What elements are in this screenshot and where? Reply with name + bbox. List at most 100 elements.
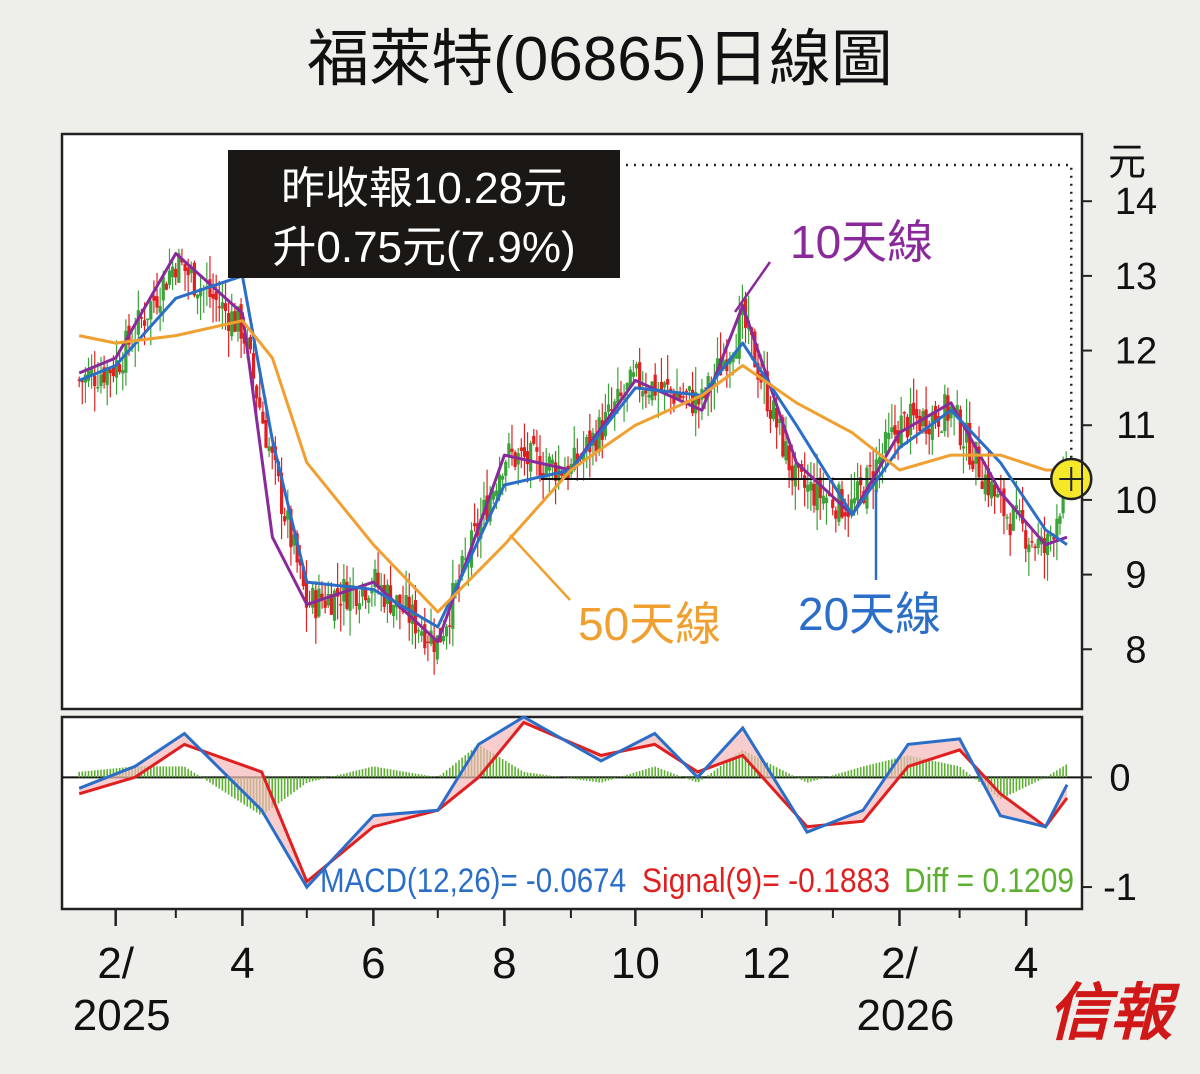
candle-body	[317, 588, 321, 617]
candle-body	[223, 303, 228, 312]
candle-body	[768, 409, 773, 419]
candle-body	[494, 490, 499, 497]
candle-body	[373, 568, 377, 587]
x-axis: 2/4 6 8 10 12 2/4 2025 2026	[73, 909, 1038, 1040]
x-tick-label: 4	[1014, 939, 1038, 988]
candle-body	[416, 629, 421, 632]
candle-body	[715, 358, 720, 373]
ma-line-50	[78, 319, 1067, 614]
ma-line-20	[78, 274, 1068, 629]
candle-body	[267, 446, 271, 451]
candle-body	[289, 509, 293, 548]
x-year-label: 2025	[73, 991, 171, 1040]
candle-body	[513, 452, 517, 467]
candle-body	[360, 584, 365, 597]
candle-body	[152, 295, 156, 301]
candle-body	[687, 386, 692, 391]
candle-body	[849, 499, 853, 513]
candle-body	[142, 320, 147, 326]
candle-body	[463, 558, 467, 560]
candle-body	[606, 404, 611, 412]
candle-body	[80, 380, 84, 383]
candle-body	[118, 364, 122, 373]
candle-body	[859, 477, 863, 486]
candle-body	[192, 262, 196, 296]
candle-body	[1052, 537, 1056, 540]
candle-body	[697, 398, 701, 405]
candle-body	[529, 443, 533, 472]
candle-body	[323, 600, 327, 608]
candle-body	[491, 491, 495, 500]
candle-body	[504, 461, 508, 476]
candle-body	[610, 409, 614, 411]
candle-body	[376, 572, 380, 588]
candle-body	[628, 369, 632, 388]
candle-body	[971, 460, 975, 470]
candle-body	[301, 566, 305, 587]
candle-body	[519, 447, 523, 451]
candle-body	[298, 558, 302, 566]
candle-body	[924, 409, 928, 434]
candle-body	[248, 336, 253, 350]
candle-body	[550, 459, 555, 464]
candle-body	[918, 416, 922, 431]
candle-body	[644, 390, 648, 394]
candle-body	[659, 381, 664, 391]
candle-body	[413, 600, 418, 634]
candle-body	[451, 582, 455, 629]
candle-body	[843, 512, 847, 517]
candle-body	[432, 637, 436, 653]
candle-body	[497, 474, 502, 497]
candle-body	[320, 593, 324, 601]
candle-body	[105, 367, 109, 386]
candle-body	[292, 534, 296, 546]
candle-body	[616, 388, 620, 403]
candle-body	[722, 360, 726, 369]
x-tick-label: 4	[230, 939, 254, 988]
candle-body	[332, 590, 337, 621]
candle-body	[1049, 534, 1053, 537]
price-tick-label: 12	[1115, 331, 1157, 373]
candle-body	[1014, 505, 1018, 510]
candle-body	[161, 276, 165, 301]
candle-body	[236, 306, 240, 332]
candle-body	[824, 497, 829, 504]
candle-body	[834, 510, 838, 519]
candle-body	[653, 374, 657, 396]
candle-body	[678, 393, 682, 399]
candle-body	[852, 497, 857, 504]
candle-body	[441, 636, 446, 642]
candle-body	[809, 482, 813, 491]
candle-body	[108, 369, 112, 374]
candle-body	[410, 604, 414, 625]
candle-body	[242, 332, 246, 344]
x-tick-label: 2/	[97, 939, 134, 988]
candle-body	[283, 516, 287, 522]
candle-body	[666, 379, 670, 385]
candle-body	[581, 452, 586, 461]
candle-body	[426, 641, 430, 644]
candle-body	[1033, 546, 1037, 549]
candle-body	[974, 441, 978, 464]
candle-body	[261, 411, 265, 424]
candle-body	[501, 475, 505, 480]
candle-body	[444, 626, 449, 637]
candle-body	[1024, 530, 1028, 549]
price-tick-label: 14	[1115, 181, 1157, 223]
candle-body	[675, 393, 679, 398]
candle-body	[868, 465, 872, 467]
candle-body	[522, 447, 527, 457]
macd-tick-label: -1	[1103, 867, 1137, 909]
candle-body	[538, 456, 542, 479]
candle-body	[473, 523, 477, 527]
candle-body	[737, 313, 741, 359]
candle-body	[1005, 516, 1009, 519]
macd-tick-label: 0	[1109, 757, 1130, 799]
candle-body	[111, 367, 116, 377]
candle-body	[1030, 541, 1034, 543]
candle-body	[102, 367, 106, 383]
candle-body	[753, 331, 757, 368]
candle-body	[136, 310, 140, 335]
candle-body	[1027, 544, 1031, 553]
candle-body	[968, 422, 972, 465]
